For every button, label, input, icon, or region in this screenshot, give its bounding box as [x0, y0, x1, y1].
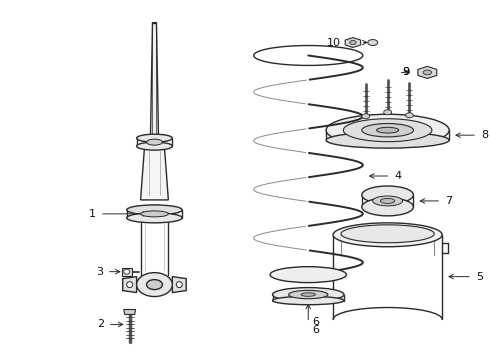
Ellipse shape [423, 70, 432, 75]
Ellipse shape [123, 269, 130, 274]
Ellipse shape [362, 114, 370, 119]
Ellipse shape [137, 134, 172, 142]
Ellipse shape [362, 186, 414, 204]
Ellipse shape [289, 291, 328, 299]
Ellipse shape [147, 139, 162, 145]
Polygon shape [141, 146, 169, 200]
Ellipse shape [141, 211, 169, 217]
Text: 1: 1 [89, 209, 96, 219]
Ellipse shape [127, 213, 182, 223]
Ellipse shape [376, 127, 399, 133]
Ellipse shape [326, 132, 449, 148]
Ellipse shape [343, 119, 432, 142]
Ellipse shape [270, 267, 346, 283]
Ellipse shape [368, 40, 378, 45]
Polygon shape [123, 310, 136, 315]
Ellipse shape [362, 198, 414, 216]
Ellipse shape [272, 288, 344, 302]
Ellipse shape [380, 198, 395, 203]
Text: 2: 2 [97, 319, 104, 329]
Ellipse shape [384, 110, 392, 115]
Ellipse shape [350, 41, 356, 45]
Polygon shape [418, 66, 437, 78]
Text: 8: 8 [481, 130, 488, 140]
Ellipse shape [272, 296, 344, 305]
Polygon shape [122, 276, 137, 293]
Text: 9: 9 [402, 67, 410, 77]
Text: 5: 5 [476, 272, 483, 282]
Ellipse shape [333, 223, 442, 247]
Ellipse shape [373, 196, 403, 206]
Polygon shape [150, 23, 158, 135]
Text: 10: 10 [327, 37, 341, 48]
Ellipse shape [362, 123, 414, 137]
Text: 3: 3 [96, 267, 103, 276]
Polygon shape [172, 276, 186, 293]
Ellipse shape [341, 225, 434, 243]
Ellipse shape [176, 282, 182, 288]
Bar [122, 268, 132, 276]
Ellipse shape [301, 293, 316, 296]
Polygon shape [345, 37, 361, 48]
Ellipse shape [326, 114, 449, 146]
Text: 7: 7 [445, 196, 452, 206]
Text: 6: 6 [312, 325, 319, 336]
Ellipse shape [406, 113, 414, 118]
Text: 4: 4 [394, 171, 402, 181]
Text: 6: 6 [312, 318, 319, 328]
Ellipse shape [137, 273, 172, 297]
Text: 9: 9 [402, 67, 410, 77]
Ellipse shape [137, 142, 172, 150]
Ellipse shape [127, 282, 133, 288]
Ellipse shape [147, 280, 162, 289]
Ellipse shape [127, 205, 182, 215]
